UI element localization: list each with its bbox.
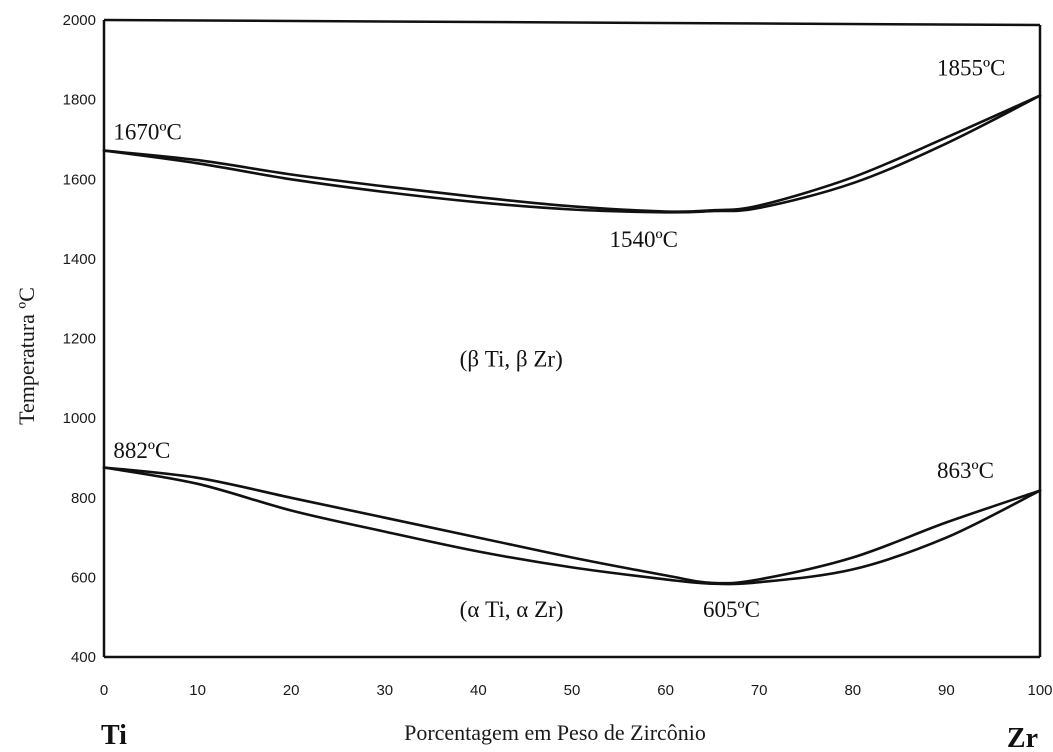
- x-tick-label-10: 100: [1027, 682, 1052, 699]
- x-tick-label-3: 30: [376, 682, 393, 699]
- y-tick-label-7: 1800: [63, 92, 96, 109]
- x-tick-label-5: 50: [564, 682, 581, 699]
- annotation-7: 605ºC: [703, 597, 760, 622]
- x-tick-label-6: 60: [657, 682, 674, 699]
- y-tick-label-2: 800: [71, 490, 96, 507]
- phase-curve-1: [102, 94, 1042, 214]
- phase-curve-3: [102, 466, 1042, 585]
- left-end-label: Ti: [101, 720, 127, 751]
- x-axis-label: Porcentagem em Peso de Zircônio: [404, 720, 706, 745]
- x-tick-label-7: 70: [751, 682, 768, 699]
- y-tick-label-1: 600: [71, 569, 96, 586]
- y-tick-label-6: 1600: [63, 171, 96, 188]
- annotation-3: (β Ti, β Zr): [460, 346, 563, 371]
- x-tick-label-4: 40: [470, 682, 487, 699]
- phase-boundary-curves: [102, 94, 1042, 586]
- top-border-line: [103, 18, 1041, 27]
- y-tick-label-0: 400: [71, 649, 96, 666]
- x-tick-label-9: 90: [938, 682, 955, 699]
- right-end-label: Zr: [1007, 723, 1038, 752]
- y-axis-ticks: 400 600 800 1000 1200 1400 1600 1800 2000: [63, 12, 96, 666]
- plot-frame: [102, 18, 1042, 659]
- x-tick-label-0: 0: [100, 682, 108, 699]
- y-tick-label-3: 1000: [63, 410, 96, 427]
- annotation-2: 1540ºC: [609, 227, 677, 252]
- x-axis-ticks: 0 10 20 30 40 50 60 70 80 90 100: [100, 682, 1053, 699]
- annotation-4: 882ºC: [113, 438, 170, 463]
- x-tick-label-2: 20: [283, 682, 300, 699]
- annotation-0: 1670ºC: [113, 119, 181, 144]
- annotation-6: (α Ti, α Zr): [460, 597, 564, 622]
- y-tick-label-8: 2000: [63, 12, 96, 29]
- annotation-1: 1855ºC: [937, 56, 1005, 81]
- y-axis-label: Temperatura ºC: [14, 287, 39, 425]
- phase-curve-0: [102, 94, 1042, 214]
- y-tick-label-4: 1200: [63, 331, 96, 348]
- phase-curve-2: [102, 466, 1042, 586]
- annotation-5: 863ºC: [937, 458, 994, 483]
- y-tick-label-5: 1400: [63, 251, 96, 268]
- annotations: 1670ºC 1855ºC 1540ºC (β Ti, β Zr) 882ºC 863ºC…: [113, 56, 1005, 622]
- x-tick-label-8: 80: [844, 682, 861, 699]
- x-tick-label-1: 10: [189, 682, 206, 699]
